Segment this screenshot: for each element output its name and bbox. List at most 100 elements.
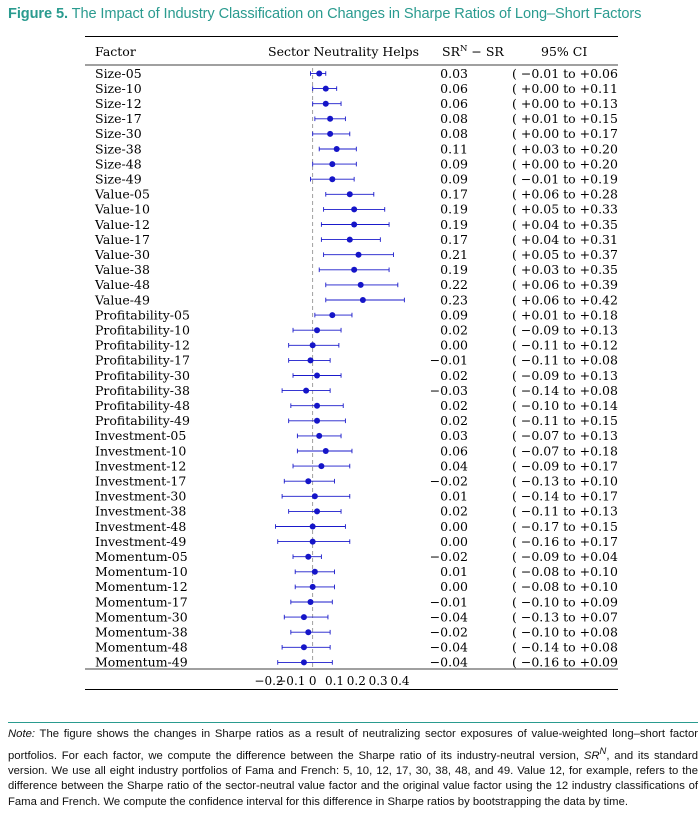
note-text-2: , and its standard version. We use all e… (8, 749, 698, 808)
diff-value: 0.08 (440, 126, 468, 141)
ci-value: ( −0.14 to +0.08) (512, 383, 618, 398)
column-header-ci: 95% CI (541, 44, 587, 59)
factor-row: Value-17 0.17 ( +0.04 to +0.31) (94, 232, 618, 247)
factor-row: Size-30 0.08 ( +0.00 to +0.17) (95, 126, 618, 141)
diff-value: 0.00 (440, 534, 468, 549)
ci-value: ( −0.08 to +0.10) (512, 564, 618, 579)
diff-value: 0.08 (440, 111, 468, 126)
ci-value: ( −0.13 to +0.07) (512, 609, 618, 624)
ci-value: ( −0.07 to +0.18) (512, 443, 618, 458)
factor-label: Momentum-17 (95, 594, 188, 609)
factor-label: Momentum-05 (95, 549, 188, 564)
factor-label: Investment-17 (95, 474, 186, 489)
point-estimate (346, 191, 353, 198)
point-estimate (300, 659, 307, 666)
diff-value: 0.01 (440, 564, 468, 579)
ci-value: ( −0.13 to +0.10) (512, 474, 618, 489)
factor-row: Momentum-17 −0.01 ( −0.10 to +0.09) (95, 594, 618, 609)
point-estimate (327, 130, 334, 137)
diff-value: 0.00 (440, 519, 468, 534)
diff-value: 0.02 (440, 398, 468, 413)
ci-value: ( −0.17 to +0.15) (512, 519, 618, 534)
figure-note: Note: The figure shows the changes in Sh… (8, 722, 698, 810)
factor-label: Profitability-48 (95, 398, 190, 413)
diff-value: 0.00 (440, 579, 468, 594)
ci-value: ( +0.04 to +0.31) (512, 232, 618, 247)
point-estimate (314, 327, 321, 334)
point-estimate (307, 599, 314, 605)
factor-row: Profitability-49 0.02 ( −0.11 to +0.15) (95, 413, 618, 428)
point-estimate (314, 417, 321, 424)
factor-row: Momentum-49 −0.04 ( −0.16 to +0.09) (95, 655, 618, 670)
factor-label: Momentum-30 (95, 609, 188, 624)
factor-row: Profitability-05 0.09 ( +0.01 to +0.18) (95, 307, 618, 322)
point-estimate (322, 100, 329, 107)
factor-row: Momentum-38 −0.02 ( −0.10 to +0.08) (95, 625, 618, 640)
ci-value: ( −0.11 to +0.13) (512, 504, 618, 519)
x-tick-label: 0.3 (369, 674, 388, 688)
point-estimate (333, 146, 340, 152)
factor-row: Size-10 0.06 ( +0.00 to +0.11) (95, 81, 618, 96)
factor-label: Profitability-49 (95, 413, 190, 428)
diff-value: −0.04 (430, 609, 468, 624)
factor-label: Profitability-17 (95, 353, 190, 368)
factor-label: Size-17 (95, 111, 142, 126)
diff-value: −0.04 (430, 655, 468, 670)
point-estimate (305, 553, 312, 560)
factor-row: Profitability-30 0.02 ( −0.09 to +0.13) (95, 368, 618, 383)
factor-label: Value-48 (94, 277, 150, 292)
point-estimate (314, 372, 321, 379)
ci-value: ( −0.07 to +0.13) (512, 428, 618, 443)
point-estimate (309, 342, 316, 349)
diff-value: 0.06 (440, 443, 468, 458)
factor-row: Value-05 0.17 ( +0.06 to +0.28) (94, 187, 618, 202)
factor-row: Momentum-12 0.00 ( −0.08 to +0.10) (95, 579, 618, 594)
point-estimate (351, 266, 358, 273)
diff-value: 0.19 (440, 262, 468, 277)
point-estimate (322, 85, 329, 92)
factor-label: Value-49 (94, 292, 150, 307)
factor-label: Momentum-12 (95, 579, 188, 594)
ci-value: ( −0.11 to +0.15) (512, 413, 618, 428)
factor-row: Momentum-05 −0.02 ( −0.09 to +0.04) (95, 549, 618, 564)
diff-value: 0.09 (440, 156, 468, 171)
diff-value: 0.22 (440, 277, 468, 292)
diff-value: 0.11 (440, 141, 468, 156)
diff-value: 0.17 (440, 232, 468, 247)
point-estimate (309, 538, 316, 545)
factor-row: Size-38 0.11 ( +0.03 to +0.20) (95, 141, 618, 156)
note-symbol: SR (583, 749, 600, 762)
point-estimate (318, 463, 325, 470)
factor-label: Value-38 (94, 262, 150, 277)
ci-value: ( +0.04 to +0.35) (512, 217, 618, 232)
factor-row: Profitability-12 0.00 ( −0.11 to +0.12) (95, 338, 618, 353)
point-estimate (303, 387, 310, 394)
point-estimate (355, 251, 362, 258)
factor-row: Profitability-48 0.02 ( −0.10 to +0.14) (95, 398, 618, 413)
factor-row: Momentum-48 −0.04 ( −0.14 to +0.08) (95, 640, 618, 655)
ci-value: ( −0.09 to +0.17) (512, 458, 618, 473)
x-tick-label: −0.2 (254, 674, 283, 688)
factor-label: Profitability-30 (95, 368, 190, 383)
ci-value: ( +0.06 to +0.28) (512, 187, 618, 202)
x-tick-label: 0.2 (347, 674, 366, 688)
point-estimate (311, 568, 318, 575)
factor-label: Investment-30 (95, 489, 186, 504)
ci-value: ( −0.14 to +0.17) (512, 489, 618, 504)
diff-value: 0.02 (440, 323, 468, 338)
point-estimate (305, 478, 312, 485)
note-symbol-sup: N (599, 744, 607, 756)
point-estimate (351, 206, 358, 213)
factor-label: Value-30 (94, 247, 150, 262)
factor-row: Profitability-10 0.02 ( −0.09 to +0.13) (95, 323, 618, 338)
note-lead: Note: (8, 728, 36, 740)
factor-label: Investment-49 (95, 534, 186, 549)
point-estimate (307, 357, 314, 364)
point-estimate (305, 629, 312, 636)
factor-label: Value-05 (94, 187, 150, 202)
diff-value: 0.17 (440, 187, 468, 202)
diff-value: 0.06 (440, 96, 468, 111)
x-tick-label: 0.4 (390, 674, 409, 688)
factor-row: Investment-17 −0.02 ( −0.13 to +0.10) (95, 474, 618, 489)
ci-value: ( +0.05 to +0.33) (512, 202, 618, 217)
